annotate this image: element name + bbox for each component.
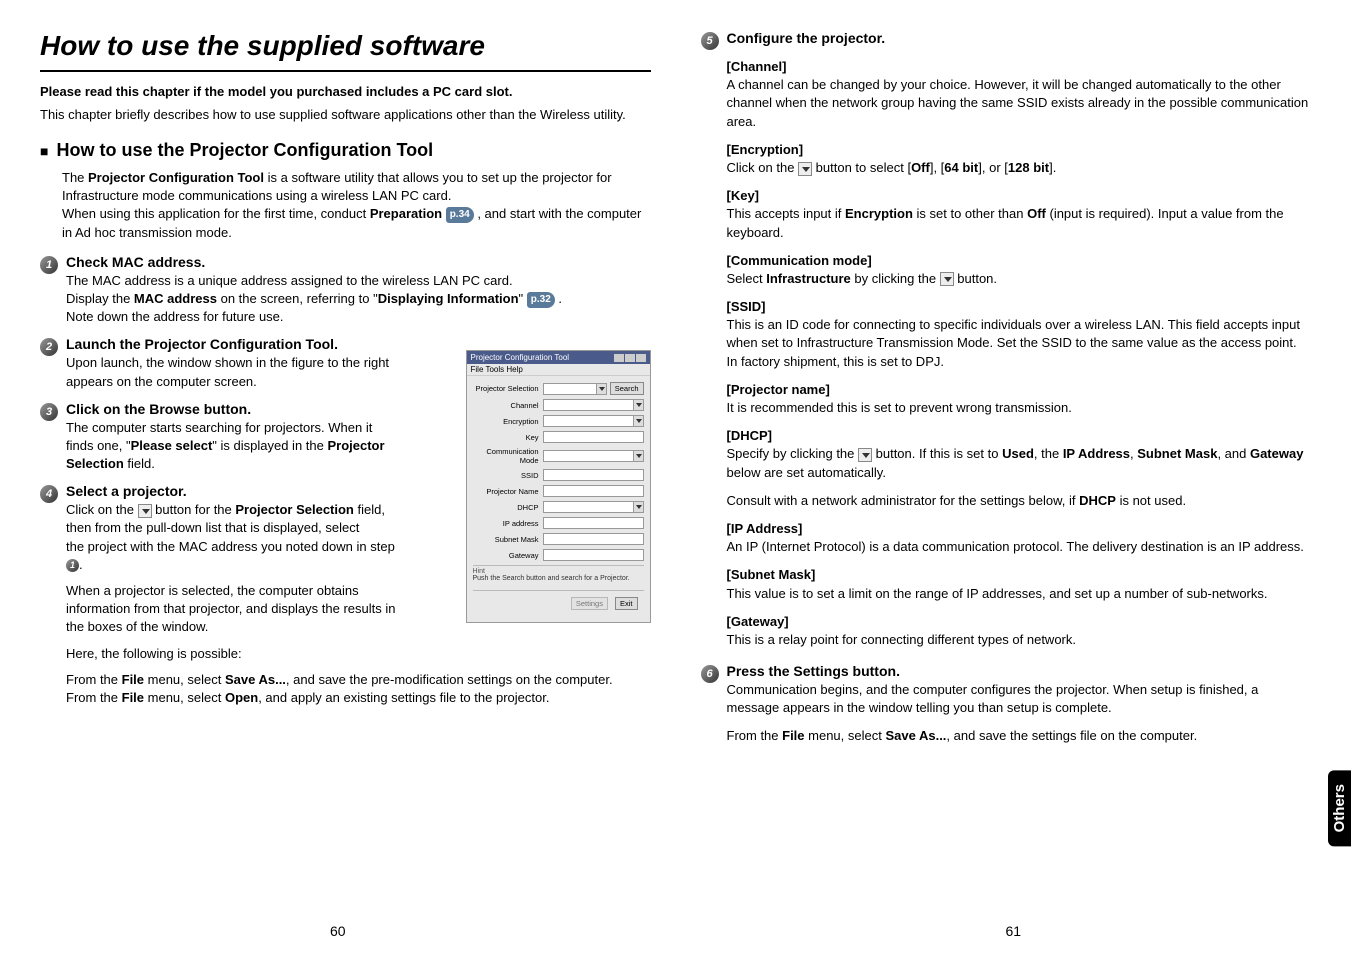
step-body: The computer starts searching for projec… xyxy=(66,419,396,474)
step-1: 1 Check MAC address. The MAC address is … xyxy=(40,254,651,327)
dropdown-icon[interactable] xyxy=(634,501,644,513)
cfg-dhcp: [DHCP] Specify by clicking the button. I… xyxy=(727,427,1312,482)
gateway-input[interactable] xyxy=(543,549,644,561)
step-6: 6 Press the Settings button. Communicati… xyxy=(701,663,1312,746)
intro-bold: Please read this chapter if the model yo… xyxy=(40,84,651,99)
step-number-icon: 5 xyxy=(701,32,719,50)
section-title: How to use the Projector Configuration T… xyxy=(40,140,651,161)
right-page: 5 Configure the projector. [Channel] A c… xyxy=(701,30,1312,754)
cfg-consult: Consult with a network administrator for… xyxy=(727,492,1312,510)
dropdown-icon[interactable] xyxy=(634,415,644,427)
step-number-icon: 2 xyxy=(40,338,58,356)
dhcp-input[interactable] xyxy=(543,501,634,513)
dropdown-icon[interactable] xyxy=(634,399,644,411)
step-5: 5 Configure the projector. xyxy=(701,30,1312,50)
dropdown-icon xyxy=(138,504,152,518)
dropdown-icon[interactable] xyxy=(597,383,607,395)
pageref-icon: p.32 xyxy=(527,292,555,308)
side-tab: Others xyxy=(1328,770,1351,846)
cfg-gateway: [Gateway] This is a relay point for conn… xyxy=(727,613,1312,649)
page-numbers: 60 61 xyxy=(0,923,1351,939)
cfg-ssid: [SSID] This is an ID code for connecting… xyxy=(727,298,1312,371)
encryption-input[interactable] xyxy=(543,415,634,427)
step-body: Communication begins, and the computer c… xyxy=(727,681,1312,717)
dropdown-icon[interactable] xyxy=(634,450,644,462)
cfg-subnet: [Subnet Mask] This value is to set a lim… xyxy=(727,566,1312,602)
settings-button[interactable]: Settings xyxy=(571,597,608,610)
step-title: Configure the projector. xyxy=(727,30,1312,46)
step-title: Check MAC address. xyxy=(66,254,651,270)
step-body: The MAC address is a unique address assi… xyxy=(66,272,651,327)
step-number-icon: 4 xyxy=(40,485,58,503)
minimize-icon[interactable] xyxy=(614,354,624,362)
maximize-icon[interactable] xyxy=(625,354,635,362)
section-desc: The Projector Configuration Tool is a so… xyxy=(62,169,651,242)
cfg-encryption: [Encryption] Click on the button to sele… xyxy=(727,141,1312,177)
comm-mode-input[interactable] xyxy=(543,450,634,462)
window-titlebar: Projector Configuration Tool xyxy=(467,351,650,364)
subnet-input[interactable] xyxy=(543,533,644,545)
cfg-ip: [IP Address] An IP (Internet Protocol) i… xyxy=(727,520,1312,556)
search-button[interactable]: Search xyxy=(610,382,644,395)
cfg-comm-mode: [Communication mode] Select Infrastructu… xyxy=(727,252,1312,288)
ip-input[interactable] xyxy=(543,517,644,529)
step-body: Click on the button for the Projector Se… xyxy=(66,501,396,574)
step-title: Press the Settings button. xyxy=(727,663,1312,679)
step-number-icon: 1 xyxy=(40,256,58,274)
ssid-input[interactable] xyxy=(543,469,644,481)
left-page: How to use the supplied software Please … xyxy=(40,30,651,754)
menu-bar[interactable]: File Tools Help xyxy=(467,364,650,376)
projector-selection-input[interactable] xyxy=(543,383,597,395)
exit-button[interactable]: Exit xyxy=(615,597,638,610)
dropdown-icon xyxy=(858,448,872,462)
hint-area: Hint Push the Search button and search f… xyxy=(473,565,644,582)
page-number-left: 60 xyxy=(330,923,346,939)
config-tool-screenshot: Projector Configuration Tool File Tools … xyxy=(466,350,651,623)
step-number-icon: 3 xyxy=(40,403,58,421)
channel-input[interactable] xyxy=(543,399,634,411)
step-ref-icon: 1 xyxy=(66,559,79,572)
pageref-icon: p.34 xyxy=(446,207,474,223)
close-icon[interactable] xyxy=(636,354,646,362)
page-number-right: 61 xyxy=(1005,923,1021,939)
intro-text: This chapter briefly describes how to us… xyxy=(40,107,651,122)
cfg-channel: [Channel] A channel can be changed by yo… xyxy=(727,58,1312,131)
cfg-projector-name: [Projector name] It is recommended this … xyxy=(727,381,1312,417)
cfg-key: [Key] This accepts input if Encryption i… xyxy=(727,187,1312,242)
dropdown-icon xyxy=(940,272,954,286)
key-input[interactable] xyxy=(543,431,644,443)
dropdown-icon xyxy=(798,162,812,176)
projector-name-input[interactable] xyxy=(543,485,644,497)
step-body: Upon launch, the window shown in the fig… xyxy=(66,354,396,390)
step-number-icon: 6 xyxy=(701,665,719,683)
main-title: How to use the supplied software xyxy=(40,30,651,72)
